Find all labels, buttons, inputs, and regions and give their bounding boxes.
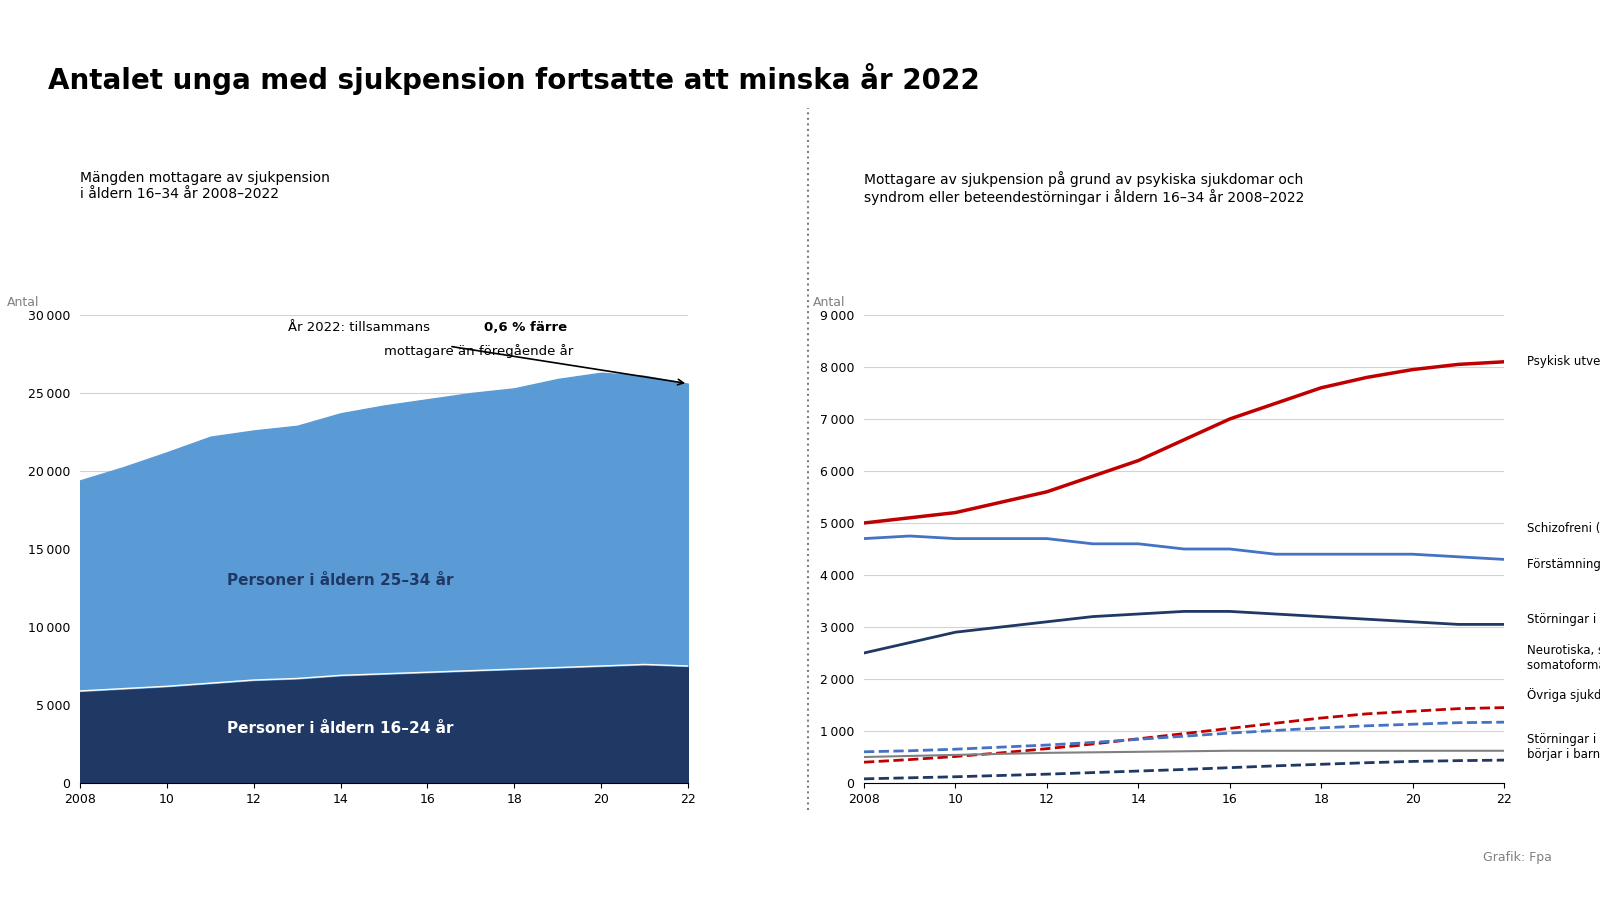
Text: 0,6 % färre: 0,6 % färre <box>483 321 566 334</box>
Text: Antal: Antal <box>813 295 845 309</box>
Text: mottagare än föregående år: mottagare än föregående år <box>384 344 573 358</box>
Text: Schizofreni (F20–F29): Schizofreni (F20–F29) <box>1526 522 1600 535</box>
Text: Grafik: Fpa: Grafik: Fpa <box>1483 851 1552 864</box>
Text: Mottagare av sjukpension på grund av psykiska sjukdomar och
syndrom eller beteen: Mottagare av sjukpension på grund av psy… <box>864 171 1304 205</box>
Text: Psykisk utvecklingsstörning (F70–F79): Psykisk utvecklingsstörning (F70–F79) <box>1526 356 1600 368</box>
Text: Förstämningssyndrom (F30–F39): Förstämningssyndrom (F30–F39) <box>1526 558 1600 572</box>
Text: Övriga sjukdomar: Övriga sjukdomar <box>1526 688 1600 702</box>
Text: År 2022: tillsammans: År 2022: tillsammans <box>288 321 435 334</box>
Text: Mängden mottagare av sjukpension
i åldern 16–34 år 2008–2022: Mängden mottagare av sjukpension i ålder… <box>80 171 330 202</box>
Text: Antal: Antal <box>6 295 40 309</box>
Text: Störningar i beteende och känsloliv som
börjar i barn- och ungdomen (F90–F98): Störningar i beteende och känsloliv som … <box>1526 733 1600 760</box>
Text: Antalet unga med sjukpension fortsatte att minska år 2022: Antalet unga med sjukpension fortsatte a… <box>48 63 979 95</box>
Text: Personer i åldern 16–24 år: Personer i åldern 16–24 år <box>227 721 454 736</box>
Text: Störningar i psykologisk utveckling (F80–F89): Störningar i psykologisk utveckling (F80… <box>1526 613 1600 626</box>
Text: Neurotiska, stressrelaterade och
somatoforma syndrom (F40–48 ): Neurotiska, stressrelaterade och somatof… <box>1526 644 1600 672</box>
Text: Personer i åldern 25–34 år: Personer i åldern 25–34 år <box>227 572 454 588</box>
